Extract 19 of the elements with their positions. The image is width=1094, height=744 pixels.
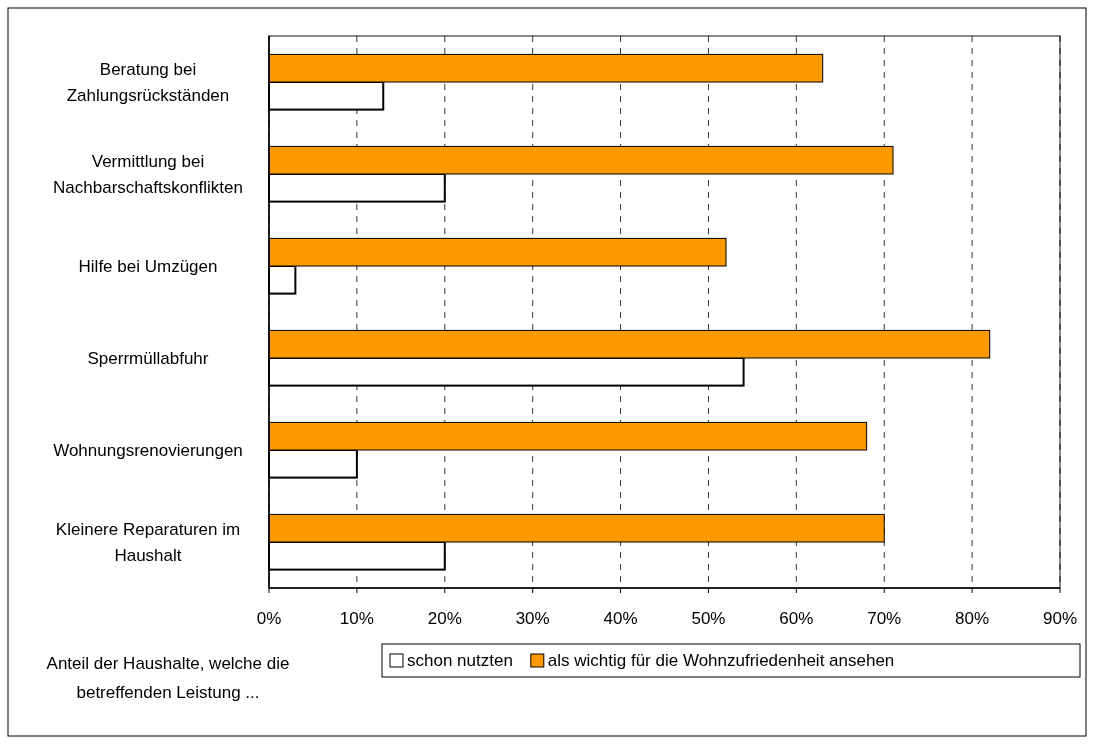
- x-tick-label: 80%: [955, 609, 990, 628]
- legend-title: Anteil der Haushalte, welche die betreffenden Leistung ...: [46, 654, 290, 702]
- y-tick-label: Vermittlung bei Nachbarschaftskonflikten: [53, 152, 243, 197]
- x-tick-label: 40%: [603, 609, 638, 628]
- x-tick-label: 20%: [427, 609, 462, 628]
- y-tick-label: Beratung bei Zahlungsrückständen: [66, 60, 230, 105]
- legend-label: schon nutzten: [407, 651, 513, 670]
- x-tick-label: 30%: [515, 609, 550, 628]
- x-tick-label: 0%: [256, 609, 282, 628]
- legend-label: als wichtig für die Wohnzufriedenheit ansehen: [547, 651, 895, 670]
- y-tick-label: Wohnungsrenovierungen: [53, 441, 243, 460]
- x-tick-label: 90%: [1042, 609, 1078, 628]
- x-tick-label: 10%: [339, 609, 374, 628]
- y-tick-label: Kleinere Reparaturen im Haushalt: [55, 520, 241, 565]
- x-tick-label: 60%: [779, 609, 814, 628]
- x-tick-label: 50%: [691, 609, 726, 628]
- y-tick-label: Sperrmüllabfuhr: [87, 349, 209, 368]
- x-tick-label: 70%: [867, 609, 902, 628]
- y-tick-label: Hilfe bei Umzügen: [78, 257, 218, 276]
